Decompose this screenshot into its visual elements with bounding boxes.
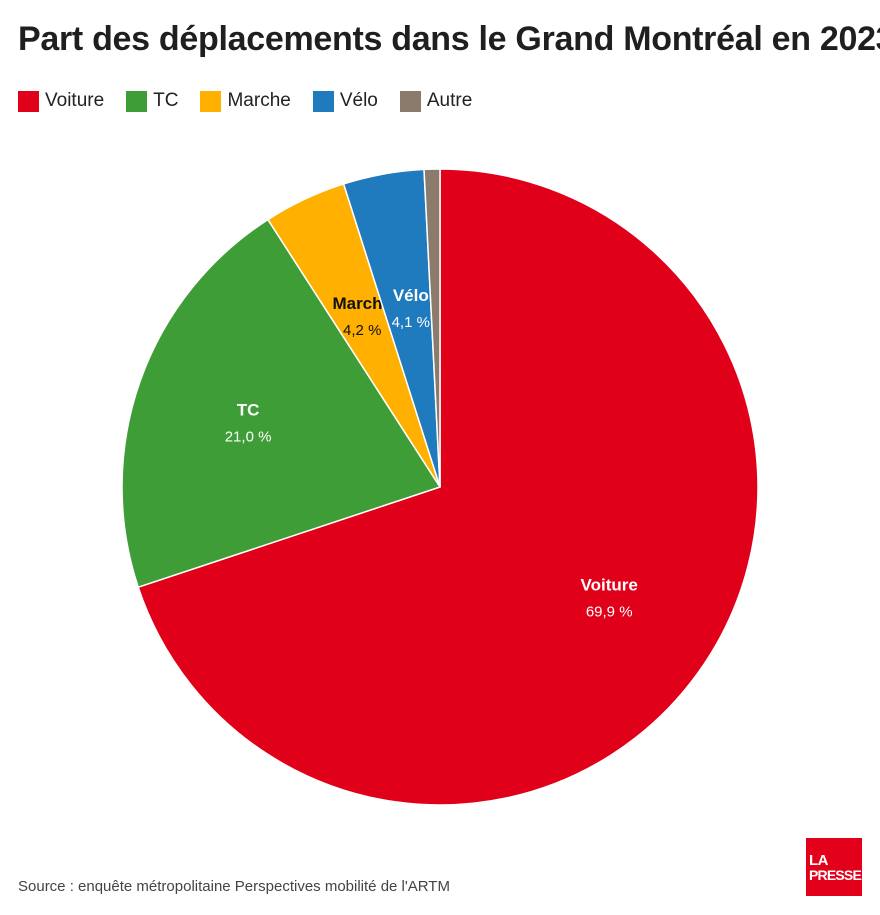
legend-label-velo: Vélo bbox=[339, 90, 378, 111]
legend-swatch-marche bbox=[200, 90, 222, 112]
slice-value-marche: 4,2 % bbox=[343, 322, 381, 339]
pie-chart: Voiture 69,9 % TC 21,0 % Marche 4,2 % Vélo 4,1 … bbox=[121, 168, 759, 806]
slice-value-tc: 21,0 % bbox=[225, 428, 272, 445]
legend-item-velo: Vélo bbox=[312, 90, 378, 112]
legend-item-autre: Autre bbox=[399, 90, 473, 112]
legend-item-marche: Marche bbox=[200, 90, 291, 112]
legend-label-autre: Autre bbox=[426, 90, 473, 111]
slice-label-velo: Vélo bbox=[393, 286, 429, 305]
logo-text-la: LA bbox=[809, 851, 829, 869]
legend-item-tc: TC bbox=[126, 90, 178, 112]
pie-slice-autre bbox=[423, 168, 441, 488]
legend-swatch-tc bbox=[126, 90, 148, 112]
legend-label-marche: Marche bbox=[227, 90, 291, 111]
legend-label-voiture: Voiture bbox=[45, 90, 105, 111]
slice-label-tc: TC bbox=[237, 400, 260, 419]
legend-swatch-voiture bbox=[18, 90, 39, 112]
legend: Voiture TC Marche Vélo Autre bbox=[18, 90, 494, 112]
legend-swatch-velo bbox=[312, 90, 334, 112]
la-presse-logo: LA PRESSE bbox=[806, 838, 862, 896]
slice-value-velo: 4,1 % bbox=[392, 314, 430, 331]
pie-slice-tc bbox=[121, 218, 442, 589]
legend-label-tc: TC bbox=[153, 90, 179, 111]
legend-swatch-autre bbox=[399, 90, 421, 112]
slice-label-marche: Marche bbox=[332, 294, 392, 313]
legend-item-voiture: Voiture bbox=[18, 90, 104, 112]
chart-title: Part des déplacements dans le Grand Mont… bbox=[18, 20, 880, 58]
slice-value-voiture: 69,9 % bbox=[586, 603, 633, 620]
pie-slice-voiture bbox=[137, 168, 759, 806]
logo-text-presse: PRESSE bbox=[809, 866, 862, 883]
source-note: Source : enquête métropolitaine Perspect… bbox=[18, 878, 450, 895]
slice-label-voiture: Voiture bbox=[581, 575, 638, 594]
